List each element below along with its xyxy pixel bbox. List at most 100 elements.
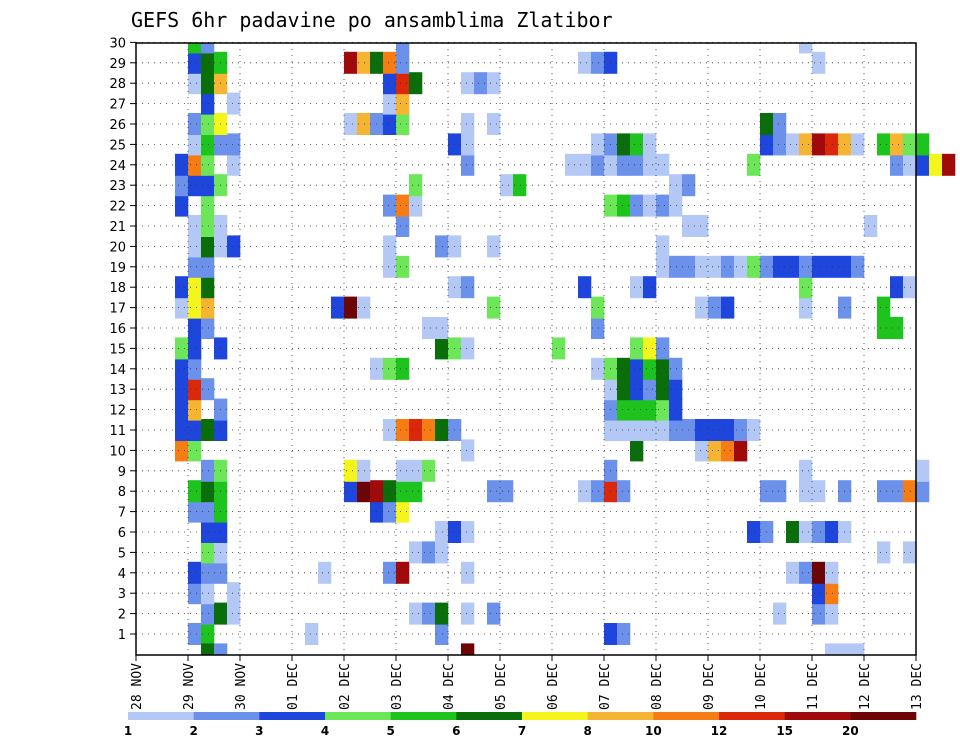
- precip-cell: [773, 113, 787, 135]
- precip-cell: [383, 194, 397, 217]
- y-tick-label: 26: [109, 118, 126, 133]
- precip-cell: [825, 643, 839, 655]
- precip-cell: [617, 357, 631, 380]
- precip-cell: [435, 317, 449, 339]
- precip-cell: [903, 480, 917, 503]
- precip-cell: [188, 623, 202, 645]
- precip-cell: [695, 296, 709, 319]
- precip-cell: [344, 296, 358, 319]
- precip-cell: [383, 357, 397, 380]
- precip-cell: [422, 602, 436, 625]
- precip-cell: [591, 133, 605, 156]
- precip-cell: [383, 561, 397, 584]
- precip-cell: [656, 255, 670, 278]
- precip-cell: [669, 255, 683, 278]
- precip-cell: [396, 500, 410, 523]
- precip-cell: [461, 602, 475, 625]
- precip-cell: [422, 317, 436, 339]
- precip-cell: [201, 602, 215, 625]
- precip-cell: [422, 419, 436, 441]
- x-tick-label: 08 DEC: [650, 663, 665, 710]
- precip-cell: [201, 194, 215, 217]
- precip-cell: [916, 153, 930, 176]
- precip-cell: [656, 337, 670, 360]
- precip-cell: [409, 480, 423, 503]
- precip-cell: [630, 276, 644, 299]
- precip-cell: [188, 174, 202, 197]
- precip-cell: [708, 419, 722, 441]
- precip-cell: [799, 276, 813, 299]
- precip-cell: [435, 521, 449, 543]
- precip-cell: [201, 561, 215, 584]
- precip-cell: [175, 194, 189, 217]
- precip-cell: [201, 480, 215, 503]
- precip-cell: [435, 337, 449, 360]
- y-tick-label: 30: [109, 36, 126, 51]
- precip-cell: [357, 113, 371, 135]
- precip-cell: [396, 357, 410, 380]
- precip-cell: [409, 541, 423, 564]
- colorbar-swatch: [128, 712, 194, 720]
- precip-cell: [643, 378, 657, 401]
- precip-cell: [344, 113, 358, 135]
- precip-cell: [617, 378, 631, 401]
- precip-cell: [227, 235, 241, 258]
- colorbar-swatch: [850, 712, 917, 720]
- precip-cell: [851, 643, 865, 655]
- precip-cell: [877, 296, 891, 319]
- precip-cell: [201, 235, 215, 258]
- y-tick-label: 14: [109, 363, 126, 378]
- y-tick-label: 22: [109, 200, 126, 215]
- precip-cell: [188, 378, 202, 401]
- precip-cell: [175, 276, 189, 299]
- y-tick-label: 8: [118, 485, 126, 500]
- precip-cell: [201, 215, 215, 237]
- precip-cell: [188, 357, 202, 380]
- precip-cell: [630, 133, 644, 156]
- precip-cell: [409, 459, 423, 482]
- precip-cell: [877, 317, 891, 339]
- precip-cell: [773, 602, 787, 625]
- precip-cell: [201, 296, 215, 319]
- precip-cell: [630, 194, 644, 217]
- precip-cell: [201, 521, 215, 543]
- precip-cell: [188, 255, 202, 278]
- y-tick-label: 3: [118, 587, 126, 602]
- precip-cell: [409, 72, 423, 95]
- precip-cell: [331, 296, 345, 319]
- precip-cell: [656, 357, 670, 380]
- precip-cell: [201, 92, 215, 115]
- precip-cell: [201, 317, 215, 339]
- precip-cell: [812, 133, 826, 156]
- precip-cell: [344, 480, 358, 503]
- precip-cell: [201, 133, 215, 156]
- y-tick-label: 23: [109, 179, 126, 194]
- precip-cell: [201, 113, 215, 135]
- precip-cell: [630, 439, 644, 462]
- precip-cell: [695, 439, 709, 462]
- precip-cell: [656, 378, 670, 401]
- precip-cell: [188, 317, 202, 339]
- precip-cell: [396, 72, 410, 95]
- colorbar-swatch: [325, 712, 391, 720]
- precip-cell: [877, 133, 891, 156]
- colorbar-tick-label: 8: [583, 724, 591, 738]
- colorbar-tick-label: 6: [452, 724, 460, 738]
- plot-frame: [135, 42, 917, 656]
- precip-cell: [656, 398, 670, 421]
- precip-cell: [786, 255, 800, 278]
- precip-cell: [175, 439, 189, 462]
- x-tick-label: 06 DEC: [546, 663, 561, 710]
- precip-cell: [461, 439, 475, 462]
- precip-cell: [383, 235, 397, 258]
- precip-cell: [656, 153, 670, 176]
- precip-cell: [201, 459, 215, 482]
- precip-cell: [201, 43, 215, 54]
- x-tick-label: 07 DEC: [598, 663, 613, 710]
- precip-cell: [591, 51, 605, 74]
- precip-cell: [175, 174, 189, 197]
- precip-cell: [617, 194, 631, 217]
- precip-cell: [864, 215, 878, 237]
- precip-cell: [175, 398, 189, 421]
- precip-cell: [474, 72, 488, 95]
